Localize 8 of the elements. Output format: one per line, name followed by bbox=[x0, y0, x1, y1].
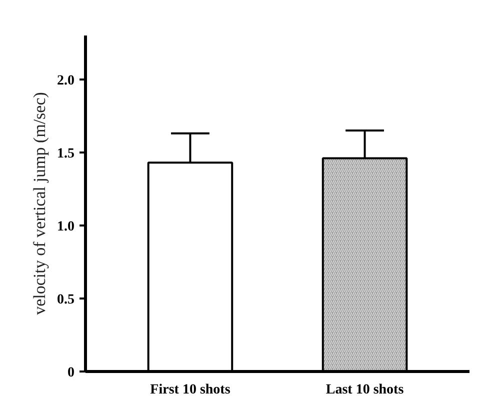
y-tick-label: 1.0 bbox=[57, 219, 74, 234]
x-tick-label: Last 10 shots bbox=[326, 382, 404, 398]
y-tick-label: 2.0 bbox=[57, 73, 74, 88]
y-axis-title: velocity of vertical jump (m/sec) bbox=[30, 92, 49, 315]
y-tick-label: 0 bbox=[68, 366, 74, 380]
y-tick-label: 1.5 bbox=[57, 146, 74, 162]
x-tick-label: First 10 shots bbox=[150, 382, 231, 398]
y-tick-label: 0.5 bbox=[57, 292, 74, 308]
